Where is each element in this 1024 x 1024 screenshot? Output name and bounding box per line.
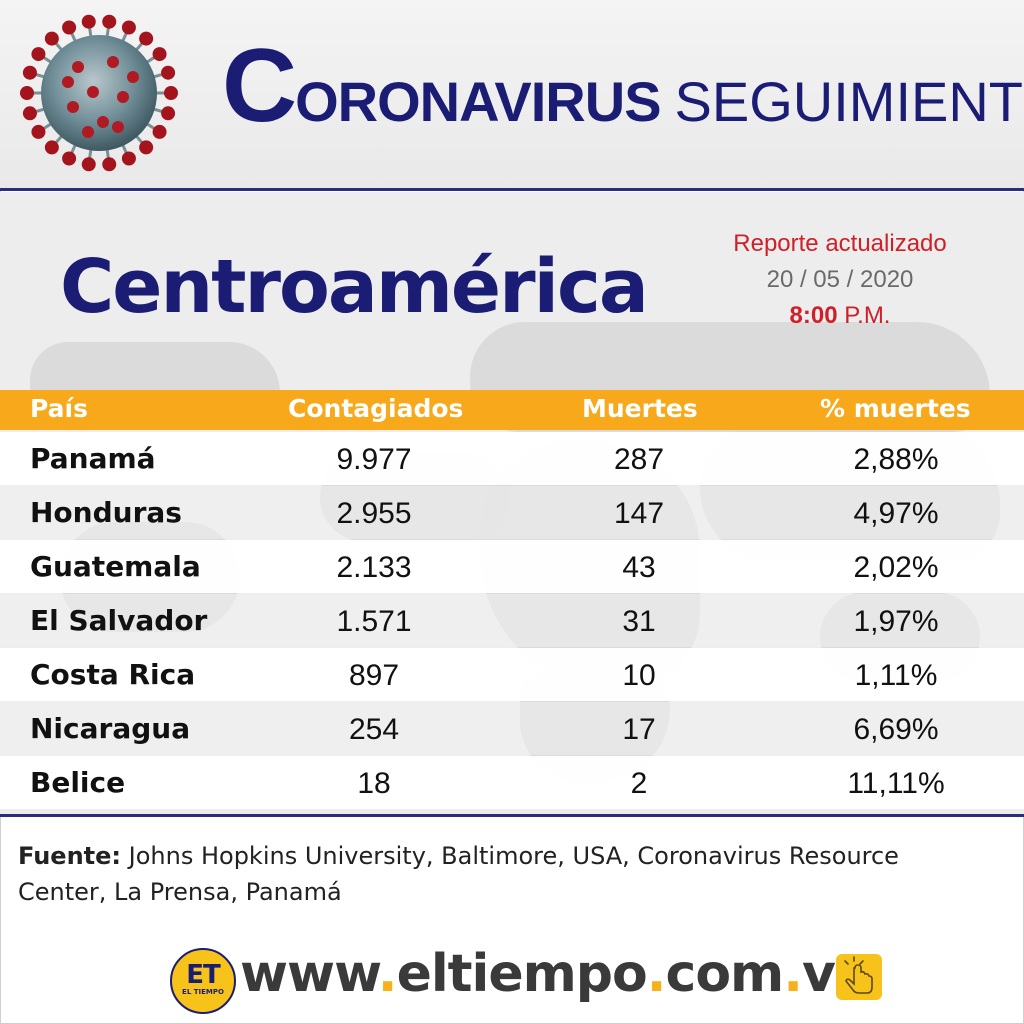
- cell-cases: 254: [348, 713, 400, 746]
- cell-deaths: 2: [630, 767, 648, 800]
- url-site: eltiempo: [396, 944, 648, 1004]
- cell-country: Belice: [30, 766, 126, 799]
- report-label: Reporte actualizado: [733, 230, 947, 257]
- title-main: ORONAVIRUS: [295, 70, 661, 133]
- col-header-deaths: Muertes: [582, 394, 698, 423]
- et-logo: ET EL TIEMPO: [170, 948, 236, 1014]
- cell-pct: 4,97%: [853, 497, 939, 530]
- table-row: Nicaragua 254 17 6,69%: [0, 702, 1024, 755]
- cell-deaths: 31: [622, 605, 656, 638]
- report-time: 8:00 P.M.: [720, 298, 960, 334]
- cell-cases: 9.977: [336, 443, 412, 476]
- coronavirus-icon: [20, 14, 178, 172]
- region-title: Centroamérica: [60, 244, 649, 330]
- col-header-cases: Contagiados: [288, 394, 464, 423]
- source-label: Fuente:: [18, 842, 121, 870]
- url-www: www: [240, 944, 379, 1004]
- title-capital: C: [222, 28, 297, 144]
- url-dot: .: [377, 944, 398, 1004]
- url-com: com: [665, 944, 785, 1004]
- table-divider: [0, 814, 1024, 817]
- report-period: P.M.: [844, 302, 891, 329]
- url-dot: .: [783, 944, 803, 1004]
- page-title: CORONAVIRUSSEGUIMIENTO: [222, 34, 1024, 146]
- source-note: Fuente: Johns Hopkins University, Baltim…: [18, 838, 978, 910]
- url-dot: .: [646, 944, 667, 1004]
- col-header-country: País: [30, 394, 88, 423]
- table-row: Costa Rica 897 10 1,11%: [0, 648, 1024, 701]
- col-header-pct: % muertes: [820, 394, 971, 423]
- table-header: País Contagiados Muertes % muertes: [0, 390, 1024, 430]
- cell-country: Nicaragua: [30, 712, 191, 745]
- cell-deaths: 287: [613, 443, 665, 476]
- report-info: Reporte actualizado 20 / 05 / 2020 8:00 …: [720, 226, 960, 334]
- logo-text: ET: [186, 960, 221, 990]
- cell-deaths: 43: [622, 551, 656, 584]
- report-date: 20 / 05 / 2020: [766, 266, 914, 293]
- cell-country: Honduras: [30, 496, 182, 529]
- cell-deaths: 10: [622, 659, 656, 692]
- cell-pct: 6,69%: [853, 713, 939, 746]
- cell-cases: 18: [357, 767, 391, 800]
- cell-cases: 1.571: [336, 605, 412, 638]
- cell-country: El Salvador: [30, 604, 208, 637]
- table-row: Honduras 2.955 147 4,97%: [0, 486, 1024, 539]
- logo-subtext: EL TIEMPO: [182, 988, 224, 996]
- cell-pct: 2,88%: [853, 443, 939, 476]
- website-url[interactable]: www.eltiempo.com.ve: [240, 944, 870, 1004]
- cell-pct: 1,11%: [854, 659, 938, 692]
- table-row: Guatemala 2.133 43 2,02%: [0, 540, 1024, 593]
- cell-country: Costa Rica: [30, 658, 196, 691]
- source-text: Johns Hopkins University, Baltimore, USA…: [18, 842, 899, 906]
- title-secondary: SEGUIMIENTO: [674, 70, 1024, 133]
- cell-cases: 2.955: [336, 497, 412, 530]
- header: CORONAVIRUSSEGUIMIENTO: [0, 0, 1024, 188]
- report-time-value: 8:00: [789, 302, 838, 329]
- cell-country: Guatemala: [30, 550, 201, 583]
- table-row: Panamá 9.977 287 2,88%: [0, 432, 1024, 485]
- cell-pct: 11,11%: [847, 767, 945, 800]
- cell-cases: 897: [348, 659, 400, 692]
- cell-country: Panamá: [30, 442, 156, 475]
- hand-pointer-icon: [836, 954, 882, 1000]
- header-divider: [0, 188, 1024, 191]
- table-row: Belice 18 2 11,11%: [0, 756, 1024, 809]
- cell-pct: 2,02%: [853, 551, 939, 584]
- cell-deaths: 17: [622, 713, 656, 746]
- table-row: El Salvador 1.571 31 1,97%: [0, 594, 1024, 647]
- cell-cases: 2.133: [336, 551, 412, 584]
- cell-pct: 1,97%: [853, 605, 939, 638]
- cell-deaths: 147: [613, 497, 665, 530]
